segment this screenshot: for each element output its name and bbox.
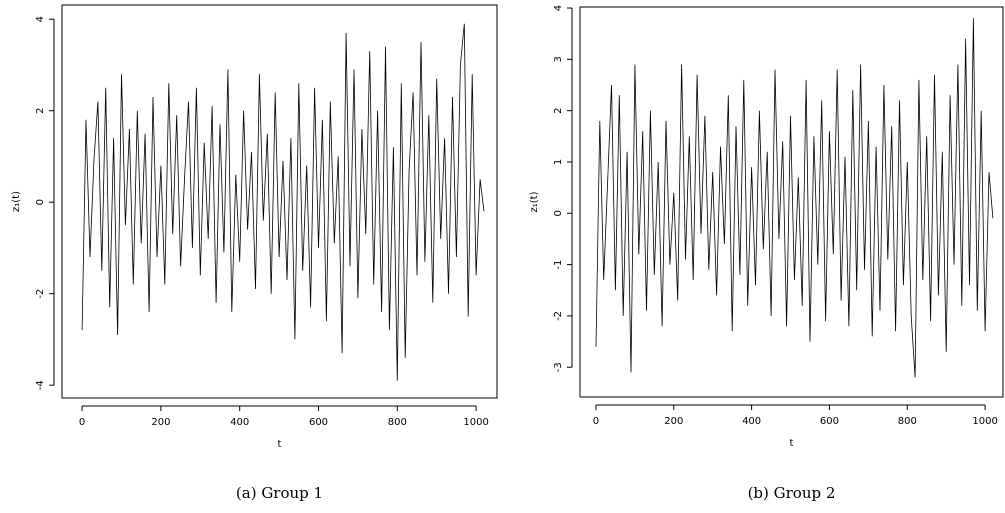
x-tick-label: 0 bbox=[79, 417, 85, 428]
y-tick-label: -1 bbox=[553, 260, 564, 270]
x-tick-label: 200 bbox=[664, 416, 683, 427]
y-tick-label: -4 bbox=[35, 380, 46, 390]
y-tick-label: 3 bbox=[553, 56, 564, 62]
x-tick-label: 400 bbox=[230, 417, 249, 428]
y-axis-label: z₁(t) bbox=[529, 191, 540, 212]
x-tick-label: 1000 bbox=[972, 416, 997, 427]
x-tick-label: 0 bbox=[593, 416, 599, 427]
y-tick-label: -2 bbox=[35, 289, 46, 299]
x-tick-label: 400 bbox=[742, 416, 761, 427]
y-tick-label: 4 bbox=[35, 16, 46, 22]
x-tick-label: 200 bbox=[151, 417, 170, 428]
y-axis-label: z₁(t) bbox=[11, 191, 22, 212]
x-tick-label: 600 bbox=[309, 417, 328, 428]
y-tick-label: 1 bbox=[553, 159, 564, 165]
caption: (a) Group 1 bbox=[236, 484, 323, 502]
y-tick-label: -3 bbox=[553, 362, 564, 372]
x-tick-label: 1000 bbox=[463, 417, 488, 428]
plot-frame bbox=[61, 4, 498, 399]
x-tick-label: 600 bbox=[820, 416, 839, 427]
x-tick-label: 800 bbox=[898, 416, 917, 427]
y-tick-label: 2 bbox=[35, 107, 46, 113]
series-line bbox=[81, 23, 485, 381]
y-tick-label: 4 bbox=[553, 5, 564, 11]
plot-frame bbox=[579, 6, 1004, 398]
series-line bbox=[595, 18, 994, 378]
y-tick-label: 2 bbox=[553, 107, 564, 113]
x-tick-label: 800 bbox=[388, 417, 407, 428]
y-tick-label: 0 bbox=[35, 199, 46, 205]
x-axis-label: t bbox=[790, 438, 794, 449]
caption: (b) Group 2 bbox=[748, 484, 836, 502]
y-tick-label: -2 bbox=[553, 311, 564, 321]
x-axis-label: t bbox=[278, 439, 282, 450]
y-tick-label: 0 bbox=[553, 210, 564, 216]
